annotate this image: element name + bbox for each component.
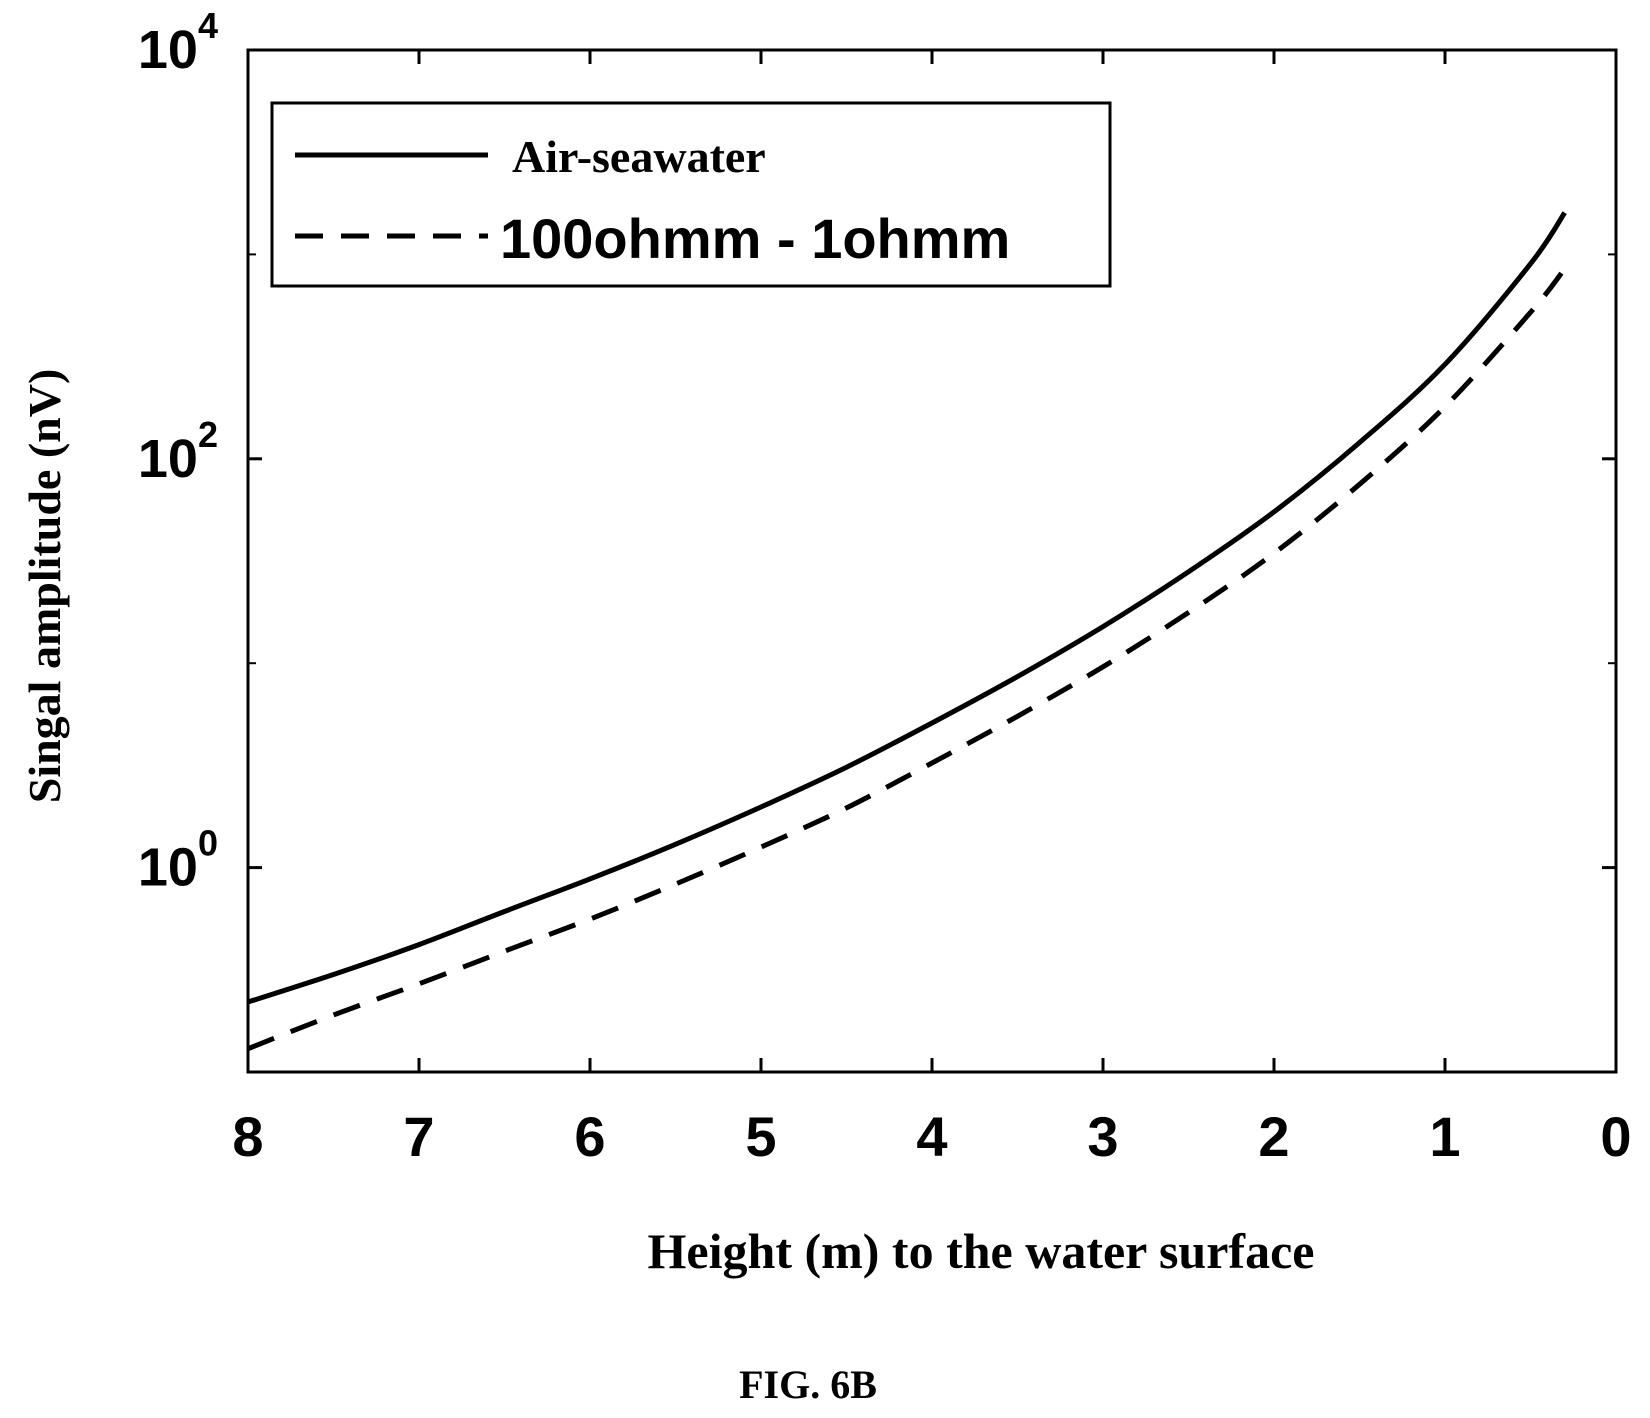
x-tick-label: 7 [403, 1105, 434, 1168]
x-tick-label: 3 [1087, 1105, 1118, 1168]
legend: Air-seawater 100ohmm - 1ohmm [270, 101, 1112, 288]
x-tick-label: 8 [232, 1105, 263, 1168]
x-tick-label: 2 [1258, 1105, 1289, 1168]
x-tick-label: 6 [574, 1105, 605, 1168]
x-tick-label: 0 [1600, 1105, 1631, 1168]
x-axis-label: Height (m) to the water surface [648, 1223, 1315, 1279]
x-tick-label: 4 [916, 1105, 947, 1168]
y-tick-label: 104 [138, 5, 218, 80]
axis-ticks [246, 48, 1618, 1073]
y-axis-label: Singal amplitude (nV) [19, 369, 70, 804]
y-tick-label: 100 [138, 823, 218, 898]
series-line-air-seawater [247, 211, 1567, 1005]
figure-caption: FIG. 6B [739, 1362, 877, 1407]
legend-label-100ohmm: 100ohmm - 1ohmm [500, 207, 1010, 270]
x-tick-labels: 8 7 6 5 4 3 2 1 0 [232, 1105, 1631, 1168]
series-line-100ohmm-1ohmm [247, 267, 1567, 1052]
y-tick-label: 102 [138, 414, 218, 489]
x-tick-label: 5 [745, 1105, 776, 1168]
y-tick-labels: 100 102 104 [138, 5, 218, 898]
series-lines [247, 211, 1567, 1052]
x-tick-label: 1 [1429, 1105, 1460, 1168]
legend-box [270, 101, 1112, 288]
legend-label-air-seawater: Air-seawater [512, 131, 766, 182]
